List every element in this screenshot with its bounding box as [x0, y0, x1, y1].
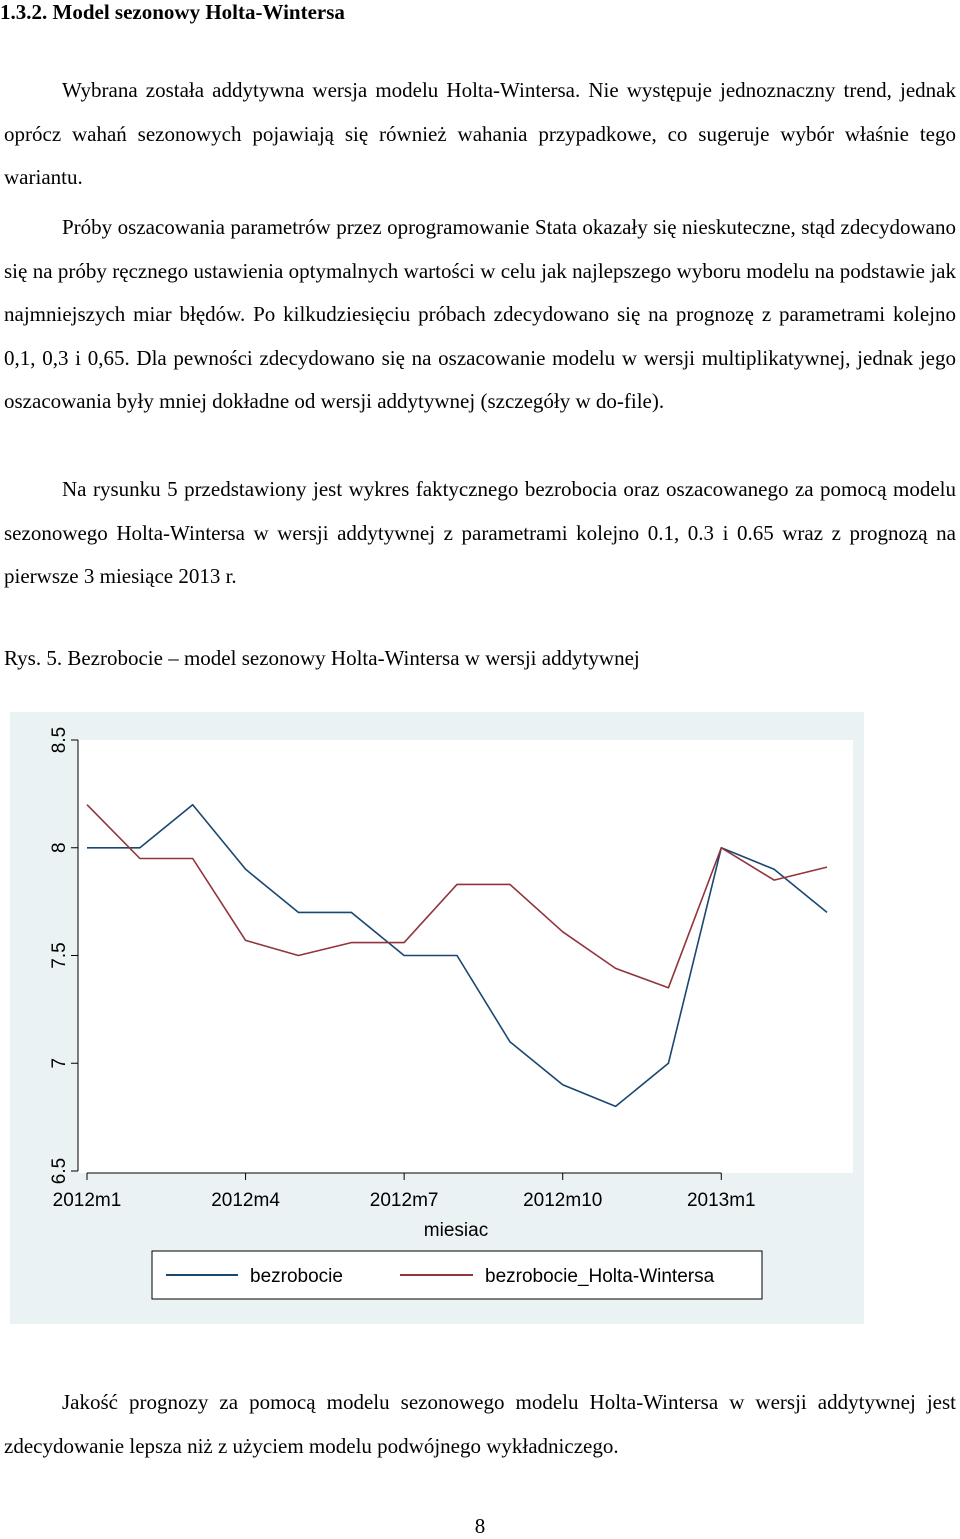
legend: bezrobocie bezrobocie_Holta-Wintersa [151, 1250, 763, 1300]
y-tick-label: 6.5 [49, 1158, 70, 1184]
paragraph-model-choice: Wybrana została addytywna wersja modelu … [4, 78, 956, 189]
chart-figure: 6.5 7 7.5 8 8.5 2012m1 2012m4 2012m7 2012m10 201… [10, 712, 864, 1324]
legend-label-holt-winters: bezrobocie_Holta-Wintersa [485, 1266, 715, 1287]
x-tick-label: 2012m7 [370, 1190, 439, 1211]
page-number: 8 [474, 1514, 486, 1538]
series-line-bezrobocie [87, 803, 828, 1108]
series-line-holt-winters [86, 804, 828, 989]
closing-paragraph: Jakość prognozy za pomocą modelu sezonow… [4, 1390, 956, 1458]
y-tick-label: 7.5 [49, 942, 70, 968]
y-axis: 6.5 7 7.5 8 8.5 [49, 727, 79, 1184]
paragraph-parameter-estimation: Próby oszacowania parametrów przez oprog… [4, 215, 956, 413]
x-tick-label: 2012m1 [53, 1190, 122, 1211]
x-axis: 2012m1 2012m4 2012m7 2012m10 2013m1 [53, 1172, 756, 1211]
figure-caption: Rys. 5. Bezrobocie – model sezonowy Holt… [4, 646, 640, 670]
y-tick-label: 8.5 [49, 727, 70, 753]
section-heading: 1.3.2. Model sezonowy Holta-Wintersa [0, 0, 345, 24]
x-tick-label: 2012m10 [523, 1190, 602, 1211]
plot-area [78, 740, 853, 1173]
line-chart: 6.577.588.5 2012m1 2012m4 2012m7 2012m10 201… [49, 727, 853, 1300]
x-tick-label: 2013m1 [687, 1190, 756, 1211]
legend-label-bezrobocie: bezrobocie [250, 1266, 343, 1287]
y-tick-label: 8 [49, 842, 70, 853]
y-tick-label: 7 [49, 1058, 70, 1069]
x-tick-label: 2012m4 [211, 1190, 280, 1211]
series-lines [86, 803, 828, 1108]
paragraph-figure-description: Na rysunku 5 przedstawiony jest wykres f… [4, 477, 956, 588]
x-axis-label: miesiac [424, 1220, 488, 1241]
